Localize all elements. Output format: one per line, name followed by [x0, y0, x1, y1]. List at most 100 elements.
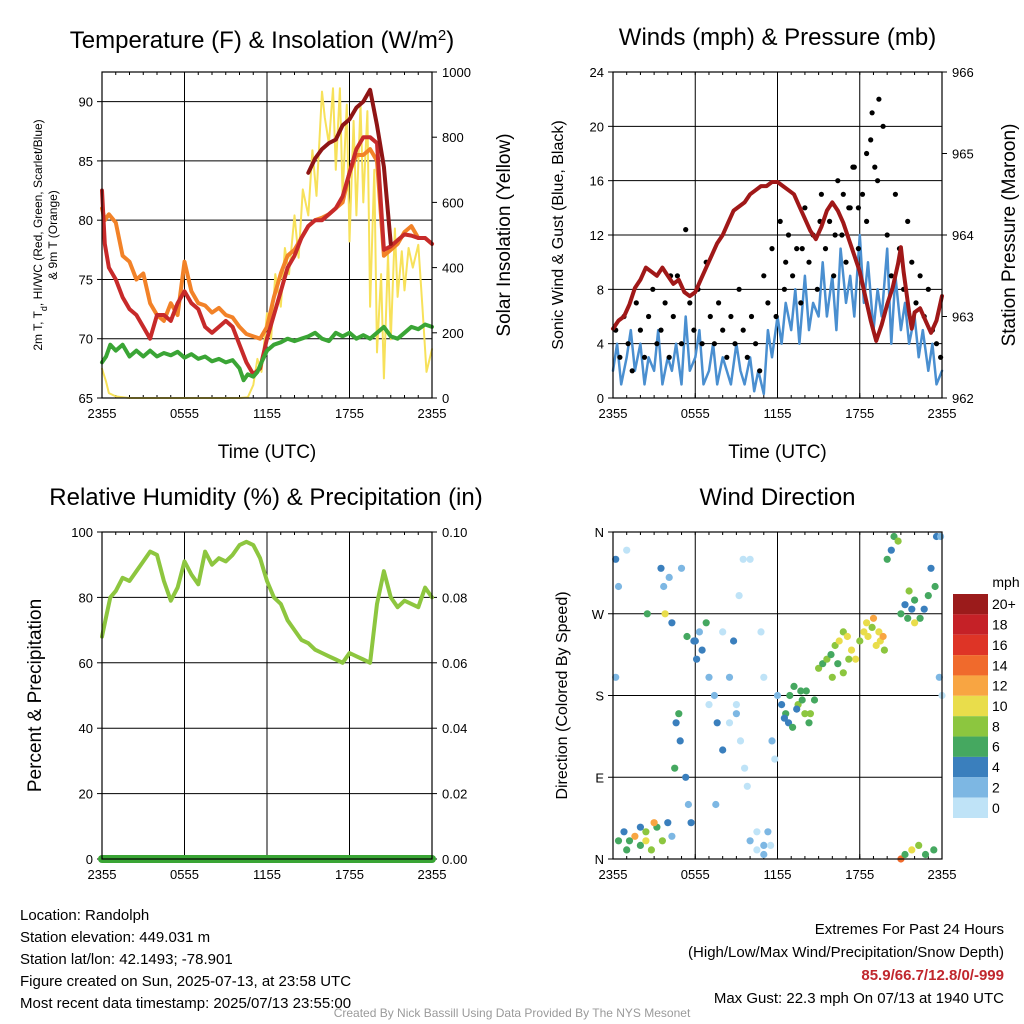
direction-point — [828, 673, 836, 681]
gust-point — [814, 286, 820, 292]
direction-point — [647, 846, 656, 854]
direction-point — [672, 719, 680, 727]
y2-tick-label: 600 — [442, 195, 464, 210]
plot-border — [101, 531, 433, 860]
y2-tick-label: 0 — [442, 391, 449, 406]
direction-point — [875, 628, 883, 636]
gust-point — [740, 327, 746, 333]
y-tick-label: 75 — [79, 272, 93, 287]
direction-point — [732, 710, 741, 718]
gust-point — [654, 341, 660, 347]
plot-border — [612, 531, 943, 860]
colorbar-label: 6 — [992, 739, 1000, 755]
direction-point — [614, 837, 623, 845]
gust-point — [633, 300, 639, 306]
direction-point — [823, 655, 831, 663]
y-tick-label: 4 — [597, 337, 604, 352]
direction-point — [887, 546, 895, 554]
colorbar-swatch — [953, 634, 988, 656]
direction-point — [661, 610, 669, 618]
gust-point — [864, 150, 870, 157]
gust-point — [629, 368, 635, 374]
direction-point — [614, 582, 623, 591]
humidity-title: Relative Humidity (%) & Precipitation (i… — [49, 484, 482, 511]
humidity-panel: 2355 0555 1155 1755 23550204060801000.000.02… — [25, 484, 483, 882]
y2-tick-label: 0.02 — [442, 787, 467, 802]
temperature-ylabel-line2: & 9m T (Orange) — [46, 190, 60, 280]
gust-point — [781, 286, 788, 292]
direction-point — [687, 819, 695, 827]
direction-point — [671, 764, 679, 772]
gust-point — [806, 259, 812, 265]
direction-point — [793, 705, 801, 713]
direction-point — [753, 846, 761, 854]
x-tick-label: 1155 — [764, 406, 792, 421]
direction-point — [705, 673, 713, 681]
direction-point — [623, 846, 631, 854]
direction-point — [620, 828, 628, 836]
direction-point — [612, 673, 620, 681]
plot-border — [612, 71, 943, 399]
y-tick-label: 0 — [86, 852, 93, 867]
direction-point — [675, 710, 683, 718]
gust-point — [736, 286, 742, 292]
credit-line: Created By Nick Bassill Using Data Provi… — [333, 1006, 691, 1020]
colorbar-label: 4 — [992, 759, 1000, 775]
direction-point — [677, 564, 686, 572]
y-tick-label: 16 — [590, 174, 604, 189]
direction-point — [911, 619, 919, 627]
colorbar-label: 14 — [992, 657, 1008, 673]
y2-tick-label: 1000 — [442, 65, 471, 80]
gust-point — [670, 313, 676, 320]
direction-point — [894, 537, 902, 545]
direction-point — [650, 819, 658, 827]
direction-point — [710, 691, 719, 700]
gust-point — [658, 327, 664, 333]
colorbar-swatch — [953, 777, 988, 798]
colorbar-swatch — [953, 736, 988, 757]
x-tick-label: 2355 — [418, 867, 447, 882]
gust-point — [884, 232, 890, 238]
colorbar-swatch — [953, 695, 988, 717]
direction-point — [901, 601, 909, 609]
direction-point — [690, 637, 698, 645]
direction-point — [789, 723, 797, 731]
direction-point — [786, 691, 794, 700]
direction-point — [625, 837, 634, 845]
colorbar-label: 2 — [992, 779, 1000, 795]
direction-point — [753, 828, 761, 836]
y2-tick-label: 400 — [442, 261, 464, 276]
humidity-line — [100, 539, 434, 665]
max-gust: Max Gust: 22.3 mph On 07/13 at 1940 UTC — [713, 990, 1004, 1007]
wind-direction-ylabel: Direction (Colored By Speed) — [554, 591, 571, 799]
x-tick-label: 1755 — [845, 867, 874, 882]
humidity-ylabel: Percent & Precipitation — [25, 599, 46, 792]
temperature-series-line — [100, 147, 434, 341]
gust-point — [765, 300, 771, 306]
y-tick-label: S — [595, 689, 604, 704]
y2-tick-label: 800 — [442, 130, 464, 145]
x-tick-label: 2355 — [88, 406, 117, 421]
direction-point — [908, 605, 916, 613]
direction-point — [760, 850, 768, 859]
direction-point — [705, 701, 713, 709]
gust-point — [888, 273, 894, 279]
y-tick-label: 100 — [71, 525, 93, 540]
temperature-title: Temperature (F) & Insolation (W/m2) — [70, 27, 454, 55]
direction-point — [778, 701, 786, 709]
gust-point — [835, 178, 841, 184]
gust-point — [818, 191, 825, 197]
gust-point — [728, 313, 734, 320]
gust-point — [724, 354, 730, 360]
direction-point — [725, 673, 734, 681]
temperature-ylabel-sub: d — [39, 306, 49, 311]
gust-point — [650, 286, 656, 292]
x-tick-label: 2355 — [599, 406, 628, 421]
direction-point — [890, 532, 898, 541]
gust-point — [699, 341, 705, 347]
temperature-xlabel: Time (UTC) — [218, 442, 317, 463]
colorbar-label: 10 — [992, 698, 1008, 714]
direction-point — [901, 850, 909, 859]
direction-point — [725, 719, 734, 727]
